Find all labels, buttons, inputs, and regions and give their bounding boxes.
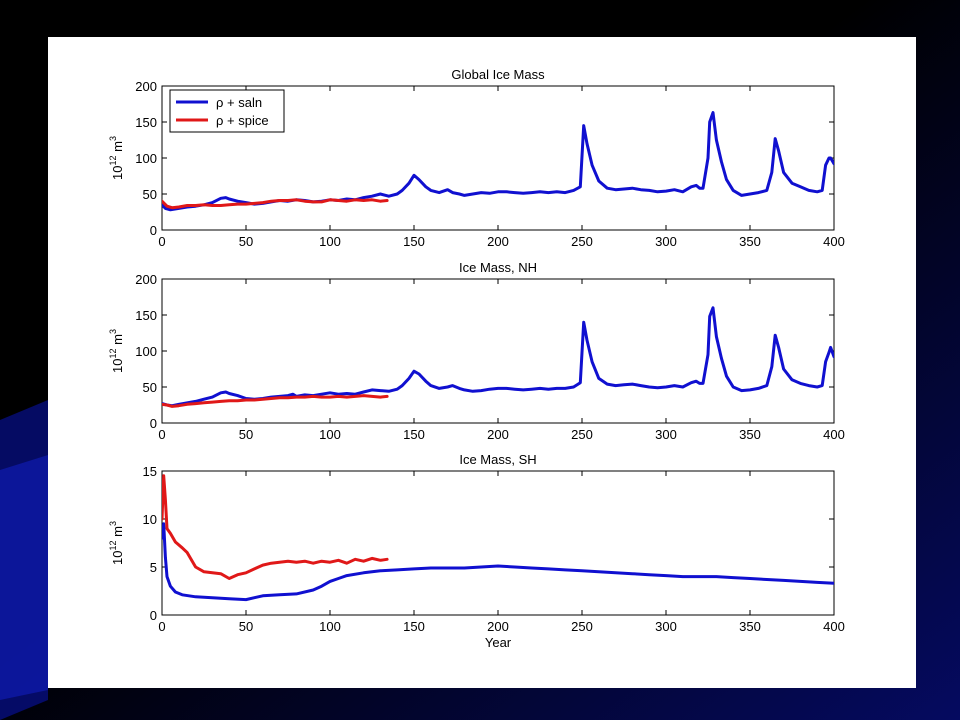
series-line-spice — [162, 474, 389, 580]
y-tick-label: 150 — [135, 115, 157, 130]
x-tick-label: 250 — [571, 619, 593, 634]
legend: ρ + saln ρ + spice — [169, 89, 285, 133]
y-tick-label: 15 — [143, 464, 157, 479]
x-tick-label: 400 — [823, 234, 845, 249]
x-tick-label: 50 — [239, 427, 253, 442]
y-tick-label: 100 — [135, 344, 157, 359]
plot-frame — [161, 470, 835, 616]
x-tick-label: 50 — [239, 619, 253, 634]
x-tick-label: 400 — [823, 619, 845, 634]
x-tick-label: 300 — [655, 234, 677, 249]
x-tick-label: 350 — [739, 427, 761, 442]
x-tick-label: 150 — [403, 427, 425, 442]
legend-box — [169, 89, 285, 133]
chart-3: Ice Mass, SH 0 50 100 150 200 250 300 350 400 0 5 10… — [108, 452, 845, 650]
x-tick-label: 350 — [739, 234, 761, 249]
y-tick-label: 100 — [135, 151, 157, 166]
x-tick-label: 300 — [655, 427, 677, 442]
x-tick-label: 200 — [487, 619, 509, 634]
x-tick-label: 200 — [487, 427, 509, 442]
chart-1: Global Ice Mass 0 50 100 150 200 250 300 350 400 0… — [108, 67, 845, 249]
figure-panel: Global Ice Mass 0 50 100 150 200 250 300 350 400 0… — [48, 37, 916, 688]
y-axis-label: 1012 m3 — [108, 329, 125, 373]
y-tick-label: 50 — [143, 187, 157, 202]
chart-title: Ice Mass, SH — [459, 452, 536, 467]
series-line-spice — [162, 394, 389, 408]
x-tick-label: 0 — [158, 619, 165, 634]
x-tick-label: 300 — [655, 619, 677, 634]
y-tick-label: 150 — [135, 308, 157, 323]
x-tick-label: 100 — [319, 619, 341, 634]
y-axis-label: 1012 m3 — [108, 136, 125, 180]
x-tick-label: 250 — [571, 234, 593, 249]
y-tick-label: 50 — [143, 380, 157, 395]
x-tick-label: 400 — [823, 427, 845, 442]
x-tick-label: 150 — [403, 234, 425, 249]
x-tick-label: 100 — [319, 427, 341, 442]
x-tick-label: 50 — [239, 234, 253, 249]
y-tick-label: 5 — [150, 560, 157, 575]
y-tick-label: 10 — [143, 512, 157, 527]
x-tick-label: 150 — [403, 619, 425, 634]
x-tick-label: 0 — [158, 234, 165, 249]
y-tick-label: 0 — [150, 223, 157, 238]
x-tick-label: 100 — [319, 234, 341, 249]
legend-label: ρ + saln — [216, 95, 262, 110]
x-tick-label: 0 — [158, 427, 165, 442]
y-tick-label: 200 — [135, 272, 157, 287]
x-tick-label: 350 — [739, 619, 761, 634]
x-tick-label: 200 — [487, 234, 509, 249]
series-line-spice — [162, 198, 389, 210]
y-tick-label: 0 — [150, 608, 157, 623]
chart-title: Ice Mass, NH — [459, 260, 537, 275]
y-axis-label: 1012 m3 — [108, 521, 125, 565]
series-line-saln — [162, 306, 834, 408]
series-line-saln — [162, 522, 834, 602]
legend-label: ρ + spice — [216, 113, 269, 128]
x-axis-label: Year — [485, 635, 512, 650]
y-tick-label: 200 — [135, 79, 157, 94]
y-tick-label: 0 — [150, 416, 157, 431]
chart-2: Ice Mass, NH 0 50 100 150 200 250 300 350 400 0 50 1… — [108, 260, 845, 442]
x-tick-label: 250 — [571, 427, 593, 442]
chart-title: Global Ice Mass — [451, 67, 545, 82]
plot-frame — [161, 278, 835, 424]
